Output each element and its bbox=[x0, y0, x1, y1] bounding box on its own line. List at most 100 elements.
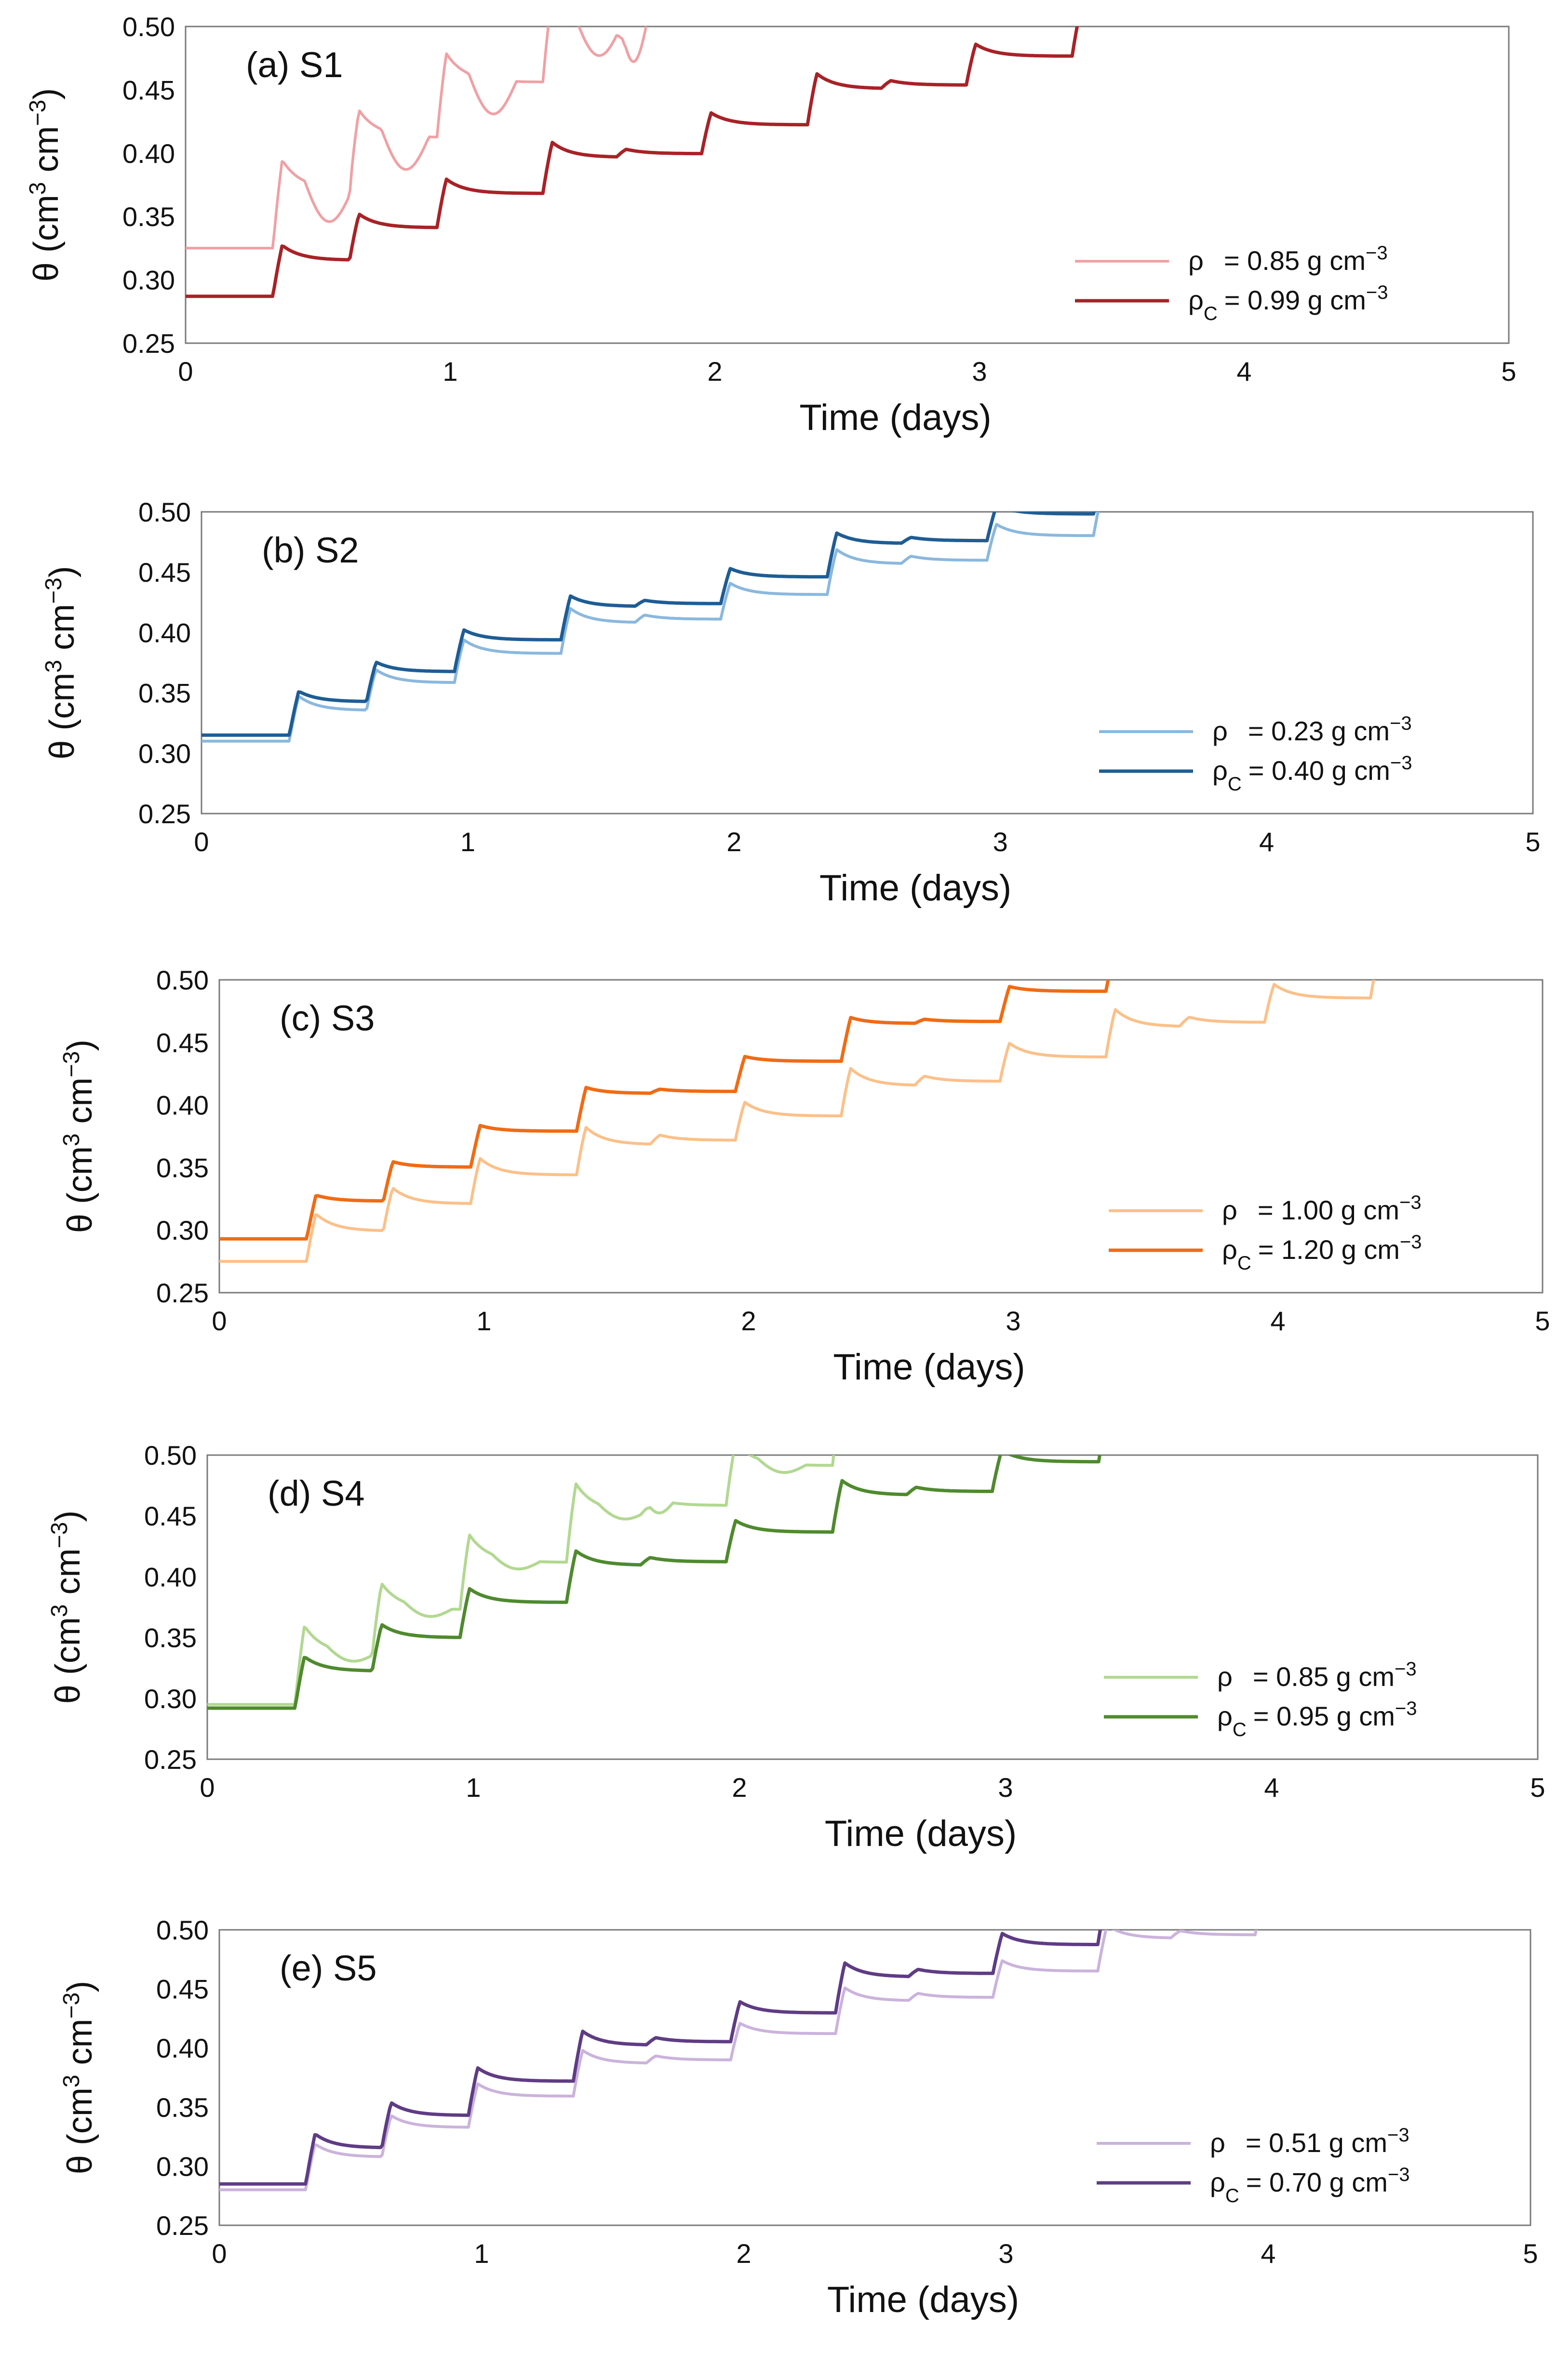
panel-title: (b) S2 bbox=[262, 530, 359, 570]
y-tick-label: 0.50 bbox=[122, 12, 175, 42]
legend-label: ρC = 1.20 g cm−3 bbox=[1222, 1231, 1422, 1274]
y-axis-label: θ (cm3 cm−3) bbox=[25, 88, 66, 281]
y-tick-label: 0.50 bbox=[138, 497, 191, 527]
y-tick-label: 0.40 bbox=[144, 1562, 197, 1592]
x-tick-label: 5 bbox=[1525, 827, 1540, 857]
plot-frame bbox=[206, 1454, 1539, 1760]
x-tick-label: 2 bbox=[741, 1306, 756, 1336]
x-tick-label: 2 bbox=[726, 827, 741, 857]
series-line-rho bbox=[201, 512, 1100, 743]
x-axis-label: Time (days) bbox=[825, 1813, 1017, 1854]
y-tick-label: 0.50 bbox=[156, 965, 209, 995]
legend-label: ρC = 0.70 g cm−3 bbox=[1210, 2164, 1410, 2206]
x-tick-label: 0 bbox=[212, 2238, 227, 2269]
y-axis-label: θ (cm3 cm−3) bbox=[47, 1511, 88, 1704]
x-tick-label: 0 bbox=[178, 356, 193, 387]
series-line-rho-c bbox=[219, 980, 1110, 1241]
y-tick-label: 0.35 bbox=[156, 1152, 209, 1183]
panel-title: (d) S4 bbox=[268, 1473, 365, 1513]
x-axis-label: Time (days) bbox=[833, 1347, 1025, 1388]
y-tick-label: 0.35 bbox=[156, 2092, 209, 2123]
x-tick-label: 5 bbox=[1535, 1306, 1550, 1336]
y-tick-label: 0.40 bbox=[122, 138, 175, 169]
series-line-rho-c bbox=[201, 512, 1096, 737]
panel-title: (c) S3 bbox=[280, 998, 375, 1038]
y-tick-label: 0.50 bbox=[144, 1440, 197, 1471]
y-tick-label: 0.25 bbox=[144, 1744, 197, 1775]
series-line-rho-c bbox=[207, 1455, 1101, 1710]
y-tick-label: 0.45 bbox=[138, 557, 191, 588]
legend-label: ρC = 0.95 g cm−3 bbox=[1217, 1698, 1417, 1740]
y-tick-label: 0.25 bbox=[138, 799, 191, 829]
x-tick-label: 4 bbox=[1270, 1306, 1285, 1336]
y-tick-label: 0.25 bbox=[156, 2210, 209, 2241]
y-tick-label: 0.30 bbox=[138, 738, 191, 769]
panel-title: (e) S5 bbox=[280, 1948, 377, 1988]
y-tick-label: 0.30 bbox=[156, 2151, 209, 2181]
x-tick-label: 3 bbox=[993, 827, 1008, 857]
x-tick-label: 1 bbox=[476, 1306, 491, 1336]
y-axis-label: θ (cm3 cm−3) bbox=[59, 1040, 100, 1233]
y-tick-label: 0.35 bbox=[122, 201, 175, 232]
y-tick-label: 0.30 bbox=[156, 1215, 209, 1245]
y-tick-label: 0.45 bbox=[144, 1501, 197, 1531]
plot-frame bbox=[218, 1929, 1531, 2226]
legend-label: ρ = 0.85 g cm−3 bbox=[1188, 242, 1388, 276]
y-tick-label: 0.35 bbox=[138, 678, 191, 709]
legend: ρ = 0.85 g cm−3 ρC = 0.99 g cm−3 bbox=[1075, 242, 1388, 324]
x-axis-label: Time (days) bbox=[799, 397, 991, 438]
y-axis-label: θ (cm3 cm−3) bbox=[41, 566, 82, 759]
x-tick-label: 1 bbox=[466, 1772, 481, 1803]
y-tick-label: 0.45 bbox=[156, 1028, 209, 1058]
x-tick-label: 0 bbox=[200, 1772, 215, 1803]
legend: ρ = 0.85 g cm−3 ρC = 0.95 g cm−3 bbox=[1104, 1658, 1417, 1740]
x-tick-label: 3 bbox=[998, 1772, 1013, 1803]
x-tick-label: 0 bbox=[194, 827, 209, 857]
y-tick-label: 0.35 bbox=[144, 1623, 197, 1653]
legend-label: ρC = 0.99 g cm−3 bbox=[1188, 282, 1388, 324]
chart-panel-5: 0.25 0.30 0.35 0.40 0.45 0.50 0 1 2 3 4 5 Time (days… bbox=[59, 1915, 1538, 2320]
legend-label: ρ = 0.85 g cm−3 bbox=[1217, 1658, 1417, 1692]
x-tick-label: 4 bbox=[1261, 2238, 1275, 2269]
x-tick-label: 4 bbox=[1259, 827, 1274, 857]
x-tick-label: 1 bbox=[460, 827, 475, 857]
chart-panel-4: 0.25 0.30 0.35 0.40 0.45 0.50 0 1 2 3 4 5 Time (days… bbox=[47, 1440, 1545, 1854]
x-tick-label: 5 bbox=[1523, 2238, 1538, 2269]
plot-frame bbox=[185, 26, 1510, 344]
x-tick-label: 4 bbox=[1264, 1772, 1279, 1803]
legend: ρ = 0.51 g cm−3 ρC = 0.70 g cm−3 bbox=[1097, 2125, 1410, 2206]
x-tick-label: 3 bbox=[1006, 1306, 1020, 1336]
series-line-rho bbox=[186, 27, 648, 250]
series-line-rho bbox=[207, 1455, 835, 1706]
x-axis-label: Time (days) bbox=[827, 2279, 1019, 2320]
chart-panel-1: 0.25 0.30 0.35 0.40 0.45 0.50 0 1 2 3 4 5 Time (days… bbox=[25, 12, 1517, 438]
y-tick-label: 0.50 bbox=[156, 1915, 209, 1945]
legend: ρ = 1.00 g cm−3 ρC = 1.20 g cm−3 bbox=[1109, 1192, 1422, 1274]
x-tick-label: 2 bbox=[707, 356, 722, 387]
x-tick-label: 2 bbox=[736, 2238, 751, 2269]
series-line-rho-c bbox=[219, 1930, 1102, 2186]
y-tick-label: 0.30 bbox=[122, 265, 175, 295]
y-axis-label: θ (cm3 cm−3) bbox=[59, 1981, 100, 2174]
x-tick-label: 5 bbox=[1501, 356, 1516, 387]
y-tick-label: 0.45 bbox=[156, 1974, 209, 2005]
x-tick-label: 1 bbox=[443, 356, 457, 387]
x-tick-label: 4 bbox=[1236, 356, 1251, 387]
y-tick-label: 0.40 bbox=[138, 617, 191, 648]
x-tick-label: 0 bbox=[212, 1306, 227, 1336]
y-tick-label: 0.45 bbox=[122, 75, 175, 105]
legend: ρ = 0.23 g cm−3 ρC = 0.40 g cm−3 bbox=[1099, 713, 1412, 795]
legend-label: ρC = 0.40 g cm−3 bbox=[1212, 752, 1412, 795]
y-tick-label: 0.25 bbox=[156, 1278, 209, 1308]
y-tick-label: 0.25 bbox=[122, 328, 175, 359]
x-tick-label: 2 bbox=[732, 1772, 747, 1803]
series-line-rho bbox=[219, 1930, 1258, 2192]
x-tick-label: 3 bbox=[998, 2238, 1013, 2269]
chart-panel-2: 0.25 0.30 0.35 0.40 0.45 0.50 0 1 2 3 4 5 Time (days… bbox=[41, 497, 1541, 909]
x-axis-label: Time (days) bbox=[819, 868, 1011, 909]
x-tick-label: 3 bbox=[972, 356, 987, 387]
chart-panel-3: 0.25 0.30 0.35 0.40 0.45 0.50 0 1 2 3 4 5 Time (days… bbox=[59, 965, 1550, 1388]
series-line-rho-c bbox=[186, 27, 1079, 298]
plot-frame bbox=[218, 979, 1544, 1294]
